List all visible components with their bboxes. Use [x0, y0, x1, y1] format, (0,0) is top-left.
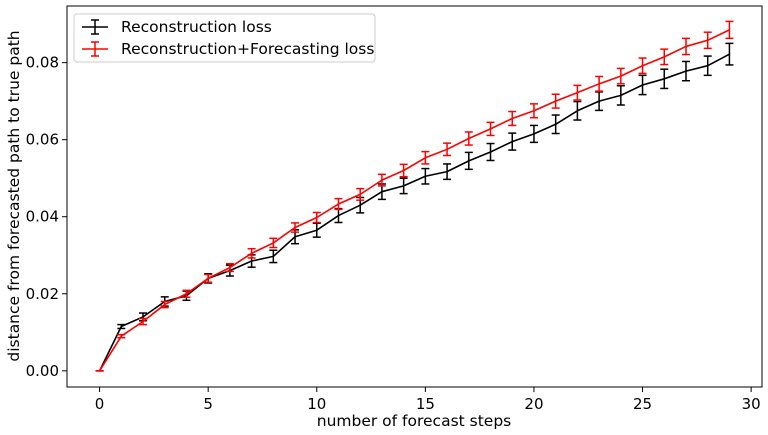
- data-point: [315, 229, 318, 232]
- legend-box: [73, 13, 376, 63]
- data-point: [467, 160, 470, 162]
- data-point: [620, 75, 622, 77]
- series-line: [98, 29, 730, 372]
- data-point: [576, 109, 579, 112]
- data-point: [511, 117, 514, 120]
- data-point: [663, 78, 666, 80]
- data-point: [728, 29, 731, 31]
- legend-entry: Reconstruction loss: [82, 18, 272, 36]
- data-point: [685, 45, 687, 48]
- data-point: [598, 83, 600, 85]
- x-tick-label: 15: [416, 395, 435, 413]
- data-point: [294, 235, 296, 238]
- data-point: [402, 169, 405, 172]
- data-point: [359, 193, 362, 196]
- data-point: [315, 216, 318, 219]
- y-axis-label: distance from forecasted path to true pa…: [5, 30, 23, 361]
- x-tick-label: 25: [633, 395, 652, 413]
- data-point: [337, 214, 340, 217]
- data-point: [446, 170, 448, 173]
- data-point: [576, 91, 579, 94]
- data-point: [533, 133, 535, 135]
- data-point: [294, 226, 296, 229]
- data-point: [207, 277, 209, 280]
- data-point: [163, 303, 166, 306]
- data-point: [120, 325, 123, 328]
- y-tick-label: 0.02: [26, 285, 59, 303]
- data-point: [641, 64, 644, 67]
- data-point: [381, 190, 383, 193]
- data-point: [359, 204, 362, 206]
- data-point: [185, 292, 188, 295]
- data-point: [250, 252, 253, 255]
- data-point: [728, 53, 731, 55]
- y-axis-ticks: 0.00 0.02 0.04 0.06 0.08: [26, 54, 67, 380]
- series-layer: [95, 20, 734, 372]
- series-reconstruction-forecasting: [95, 20, 734, 372]
- y-tick-label: 0.00: [26, 362, 59, 380]
- legend-entry: Reconstruction+Forecasting loss: [82, 40, 374, 58]
- data-point: [142, 320, 144, 323]
- data-point: [250, 260, 253, 262]
- data-point: [685, 70, 687, 72]
- data-point: [402, 185, 405, 187]
- x-axis-label: number of forecast steps: [317, 412, 512, 430]
- data-point: [489, 128, 492, 130]
- y-tick-label: 0.08: [26, 54, 59, 72]
- data-point: [98, 370, 101, 372]
- y-tick-label: 0.06: [26, 131, 59, 149]
- data-point: [446, 148, 448, 151]
- x-tick-label: 5: [203, 395, 213, 413]
- data-point: [467, 137, 470, 140]
- data-point: [272, 255, 275, 258]
- data-point: [663, 56, 666, 58]
- data-point: [142, 316, 144, 318]
- y-tick-label: 0.04: [26, 208, 59, 226]
- legend-label: Reconstruction loss: [121, 18, 272, 36]
- data-point: [424, 156, 427, 159]
- x-tick-label: 0: [95, 395, 105, 413]
- legend-label: Reconstruction+Forecasting loss: [121, 40, 374, 58]
- x-axis-ticks: 0 5 10 15 20 25 30: [95, 387, 761, 413]
- data-point: [229, 266, 231, 269]
- data-point: [598, 100, 600, 102]
- legend: Reconstruction loss Reconstruction+Foreca…: [73, 13, 376, 63]
- data-point: [381, 179, 383, 181]
- plot-frame: [66, 5, 763, 388]
- data-point: [554, 100, 557, 102]
- data-point: [554, 123, 557, 126]
- data-point: [489, 151, 492, 153]
- x-tick-label: 30: [742, 395, 761, 413]
- data-point: [706, 64, 709, 67]
- data-point: [620, 94, 622, 97]
- data-point: [120, 335, 123, 337]
- data-point: [511, 140, 514, 143]
- x-tick-label: 10: [307, 395, 326, 413]
- data-point: [533, 109, 535, 112]
- data-point: [424, 175, 427, 178]
- data-point: [337, 203, 340, 205]
- data-point: [272, 242, 275, 244]
- x-tick-label: 20: [524, 395, 543, 413]
- data-point: [641, 84, 644, 86]
- plot-area: [67, 6, 762, 387]
- data-point: [706, 39, 709, 42]
